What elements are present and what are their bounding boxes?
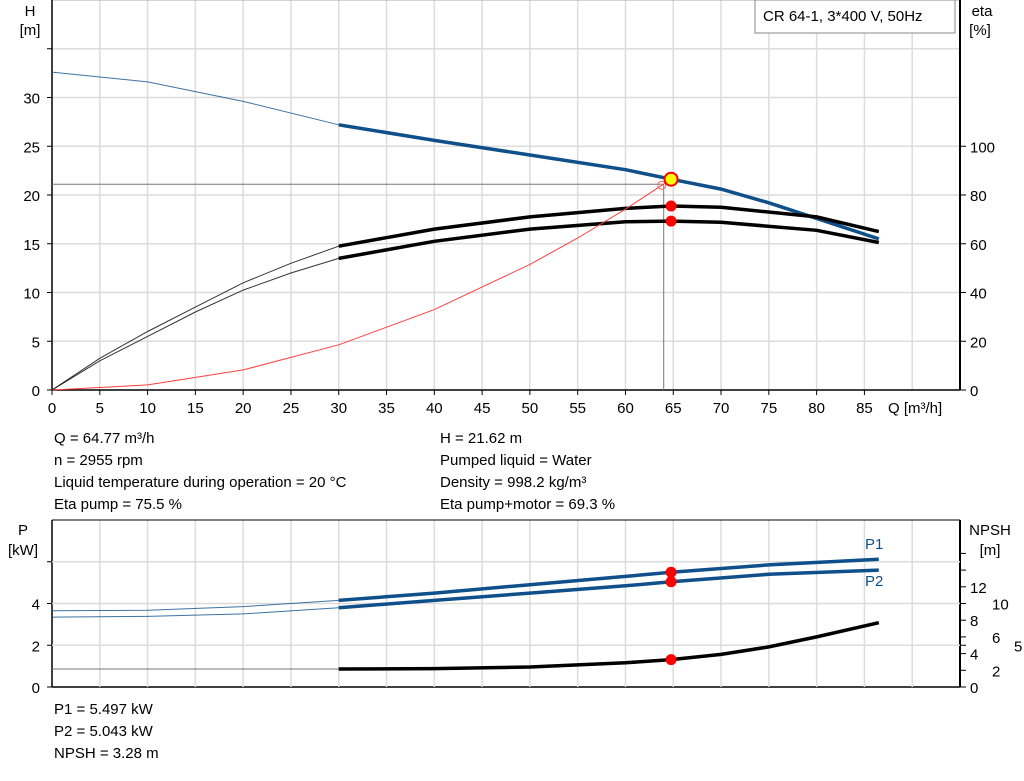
npsh-tick-label: 4 [970, 647, 978, 664]
x-tick-label: 80 [808, 400, 825, 417]
p2-label: P2 [865, 573, 883, 590]
npsh-tick-label: 5 [1014, 638, 1022, 655]
curve-P1 [338, 557, 879, 603]
y-right-tick-label: 80 [970, 188, 987, 205]
x-tick-label: 60 [617, 400, 634, 417]
info-density: Density = 998.2 kg/m³ [440, 474, 587, 491]
x-tick-label: 5 [96, 400, 104, 417]
y-right-tick-label: 60 [970, 237, 987, 254]
x-tick-label: 20 [235, 400, 252, 417]
curve-system_curve [51, 178, 672, 391]
p-tick-label: 2 [32, 638, 40, 655]
y-right-tick-label: 20 [970, 334, 987, 351]
curve-eta_pump-extended [51, 245, 339, 391]
info-p2: P2 = 5.043 kW [54, 723, 153, 740]
duty-point-p2 [665, 576, 677, 588]
grid-bottom [52, 519, 960, 687]
p1-label: P1 [865, 536, 883, 553]
curve-P1-extended [51, 599, 339, 612]
info-speed: n = 2955 rpm [54, 452, 143, 469]
x-tick-label: 30 [330, 400, 347, 417]
y-right-tick-label: 100 [970, 139, 995, 156]
y-left-tick-label: 10 [23, 286, 40, 303]
npsh-tick-label: 12 [970, 580, 987, 597]
info-top-right: H = 21.62 m Pumped liquid = Water Densit… [440, 428, 615, 516]
info-liquid: Pumped liquid = Water [440, 452, 592, 469]
system-curve-marker [657, 180, 667, 190]
x-axis-label: Q [m³/h] [888, 400, 942, 417]
y-left-tick-label: 30 [23, 91, 40, 108]
y-left-label: H [25, 3, 36, 20]
npsh-axis-label: NPSH [969, 522, 1011, 539]
info-bottom: P1 = 5.497 kW P2 = 5.043 kW NPSH = 3.28 … [54, 699, 159, 765]
info-head: H = 21.62 m [440, 430, 523, 447]
info-eta-total: Eta pump+motor = 69.3 % [440, 496, 616, 513]
info-npsh: NPSH = 3.28 m [54, 745, 159, 762]
grid-top [51, 0, 961, 688]
duty-point-head [663, 171, 679, 187]
duty-point-npsh [665, 654, 677, 666]
duty-point-eta-pump [665, 200, 677, 212]
p-tick-label: 0 [32, 680, 40, 697]
npsh-tick-label: 0 [970, 680, 978, 697]
x-tick-label: 35 [378, 400, 395, 417]
curve-H-extended [51, 71, 339, 126]
x-tick-label: 10 [139, 400, 156, 417]
x-tick-label: 85 [856, 400, 873, 417]
x-tick-label: 65 [665, 400, 682, 417]
y-right-unit: [%] [969, 22, 991, 39]
npsh-tick-label: 2 [992, 663, 1000, 680]
y-left-tick-label: 20 [23, 188, 40, 205]
x-tick-label: 40 [426, 400, 443, 417]
x-tick-label: 70 [713, 400, 730, 417]
npsh-tick-label: 8 [970, 613, 978, 630]
info-eta-pump: Eta pump = 75.5 % [54, 496, 182, 513]
y-right-tick-label: 0 [970, 383, 978, 400]
x-tick-label: 55 [569, 400, 586, 417]
y-left-tick-label: 5 [32, 334, 40, 351]
x-tick-label: 0 [48, 400, 56, 417]
curve-P2 [338, 568, 879, 610]
chart-labels: 0 5 10 15 20 25 30 35 40 45 50 55 60 65 70 75 80 85 Q [m³/… [8, 3, 1022, 697]
curve-eta_pump [338, 204, 880, 248]
y-left-unit: [m] [20, 22, 41, 39]
duty-point-eta-total [665, 215, 677, 227]
info-temperature: Liquid temperature during operation = 20… [54, 474, 347, 491]
x-tick-label: 50 [522, 400, 539, 417]
x-tick-label: 75 [760, 400, 777, 417]
p-axis-unit: [kW] [8, 542, 38, 559]
title-box [754, 0, 956, 34]
x-tick-label: 25 [283, 400, 300, 417]
duty-point-p1 [665, 566, 677, 578]
y-right-label: eta [972, 3, 994, 20]
npsh-axis-unit: [m] [980, 542, 1001, 559]
chart-marks [51, 71, 880, 671]
info-p1: P1 = 5.497 kW [54, 701, 153, 718]
p-axis-label: P [18, 522, 28, 539]
info-top-left: Q = 64.77 m³/h n = 2955 rpm Liquid tempe… [54, 428, 346, 516]
info-flow: Q = 64.77 m³/h [54, 430, 155, 447]
npsh-tick-label: 10 [992, 597, 1009, 614]
curve-eta_total [338, 219, 880, 261]
y-left-tick-label: 25 [23, 139, 40, 156]
y-left-tick-label: 15 [23, 237, 40, 254]
y-left-tick-label: 0 [32, 383, 40, 400]
chart-title: CR 64-1, 3*400 V, 50Hz [763, 8, 923, 25]
p-tick-label: 4 [32, 597, 40, 614]
y-right-tick-label: 40 [970, 286, 987, 303]
curve-eta_total-extended [51, 257, 339, 391]
x-tick-label: 15 [187, 400, 204, 417]
curve-P2-extended [51, 607, 339, 618]
npsh-tick-label: 6 [992, 630, 1000, 647]
x-tick-label: 45 [474, 400, 491, 417]
